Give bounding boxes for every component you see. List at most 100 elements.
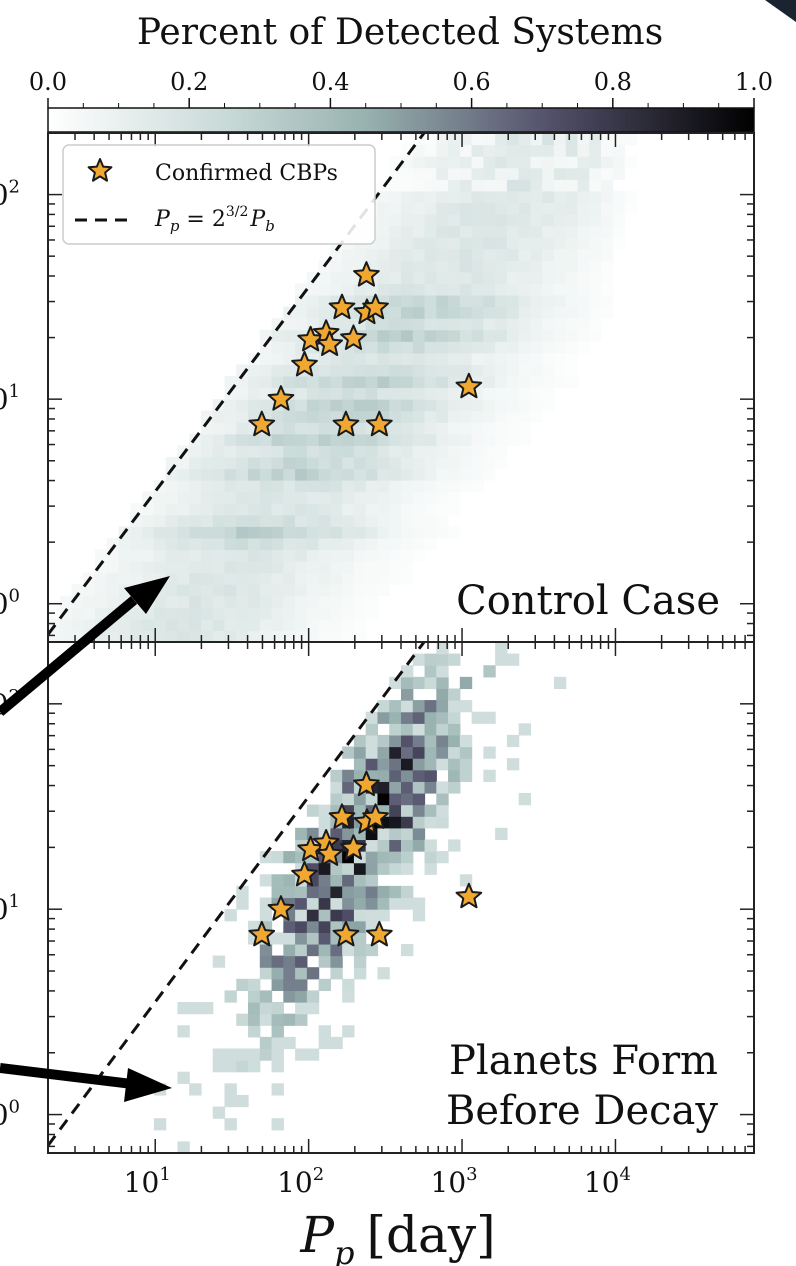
heatmap-cell — [401, 839, 414, 852]
heatmap-cell — [353, 561, 367, 574]
heatmap-cell — [553, 283, 567, 296]
heatmap-cell — [306, 503, 320, 516]
heatmap-cell — [589, 283, 602, 296]
heatmap-cell — [295, 967, 308, 980]
heatmap-cell — [530, 237, 543, 250]
heatmap-cell — [283, 618, 296, 632]
heatmap-cell — [342, 260, 355, 273]
heatmap-cell — [236, 468, 249, 481]
heatmap-cell — [330, 480, 343, 493]
heatmap-cell — [330, 874, 343, 887]
heatmap-cell — [565, 306, 579, 319]
heatmap-cell — [330, 387, 343, 400]
panel-label-control: Control Case — [456, 578, 720, 624]
heatmap-cell — [424, 758, 437, 771]
heatmap-cell — [353, 909, 367, 922]
colorbar-gradient — [47, 107, 755, 133]
heatmap-cell — [401, 318, 414, 331]
heatmap-cell — [471, 468, 484, 481]
heatmap-cell — [306, 283, 320, 296]
heatmap-cell — [495, 375, 508, 389]
heatmap-cell — [424, 156, 437, 169]
heatmap-cell — [530, 144, 543, 157]
heatmap-cell — [224, 1094, 237, 1108]
heatmap-cell — [506, 190, 520, 204]
heatmap-cell — [318, 503, 331, 516]
heatmap-cell — [459, 480, 473, 493]
heatmap-cell — [495, 260, 508, 273]
heatmap-cell — [412, 156, 426, 169]
heatmap-cell — [495, 422, 508, 435]
heatmap-cell — [377, 885, 390, 899]
heatmap-cell — [389, 885, 402, 899]
heatmap-cell — [565, 318, 579, 331]
heatmap-cell — [601, 213, 614, 227]
heatmap-cell — [459, 271, 473, 284]
heatmap-cell — [342, 769, 355, 782]
heatmap-cell — [448, 375, 461, 389]
heatmap-cell — [459, 758, 473, 771]
heatmap-cell — [295, 978, 308, 992]
heatmap-cell — [318, 480, 331, 493]
heatmap-cell — [401, 851, 414, 864]
heatmap-cell — [248, 491, 261, 504]
heatmap-cell — [248, 387, 261, 400]
heatmap-cell — [200, 618, 214, 632]
heatmap-cell — [165, 526, 179, 539]
heatmap-cell — [259, 364, 273, 377]
heatmap-cell — [424, 700, 437, 713]
heatmap-cell — [401, 723, 414, 736]
heatmap-cell — [200, 503, 214, 516]
heatmap-cell — [412, 144, 426, 157]
heatmap-cell — [295, 306, 308, 319]
heatmap-cell — [577, 294, 590, 308]
colorbar-tick-label: 0.6 — [453, 68, 491, 96]
heatmap-cell — [330, 943, 343, 957]
frame-bottom — [47, 641, 755, 1154]
heatmap-cell — [401, 700, 414, 713]
heatmap-cell — [165, 491, 179, 504]
heatmap-cell — [542, 399, 555, 412]
heatmap-cell — [506, 167, 520, 180]
heatmap-cell — [401, 804, 414, 817]
heatmap-cell — [271, 318, 284, 331]
heatmap-cell — [506, 341, 520, 354]
heatmap-cell — [189, 630, 202, 642]
heatmap-cell — [436, 792, 449, 806]
heatmap-cell — [377, 851, 390, 864]
heatmap-cell — [577, 329, 590, 342]
y-tick-labels: 100101102100101102 — [0, 177, 20, 1132]
heatmap-cell — [483, 711, 496, 724]
heatmap-cell — [448, 341, 461, 354]
cbp-star-marker — [332, 920, 360, 947]
heatmap-cell — [283, 503, 296, 516]
heatmap-cell — [495, 271, 508, 284]
heatmap-cell — [200, 433, 214, 446]
heatmap-cell — [401, 897, 414, 910]
heatmap-cell — [377, 341, 390, 354]
heatmap-cell — [306, 607, 320, 620]
heatmap-cell — [200, 595, 214, 608]
heatmap-cell — [412, 271, 426, 284]
heatmap-cell — [553, 225, 567, 238]
heatmap-cell — [106, 572, 120, 585]
heatmap-cell — [436, 514, 449, 527]
heatmap-cell — [153, 1118, 167, 1131]
heatmap-cell — [353, 433, 367, 446]
heatmap-cell — [530, 202, 543, 215]
heatmap-cell — [612, 133, 626, 146]
heatmap-cell — [177, 595, 190, 608]
heatmap-cell — [412, 723, 426, 736]
heatmap-cell — [506, 179, 520, 192]
cbp-star-marker — [340, 324, 367, 350]
heatmap-cell — [448, 225, 461, 238]
heatmap-cell — [377, 758, 390, 771]
heatmap-cell — [236, 1013, 249, 1026]
heatmap-cell — [389, 283, 402, 296]
heatmap-cell — [212, 480, 226, 493]
heatmap-cell — [283, 526, 296, 539]
heatmap-cell — [424, 468, 437, 481]
heatmap-cell — [106, 561, 120, 574]
heatmap-cell — [401, 758, 414, 771]
heatmap-cell — [401, 665, 414, 678]
